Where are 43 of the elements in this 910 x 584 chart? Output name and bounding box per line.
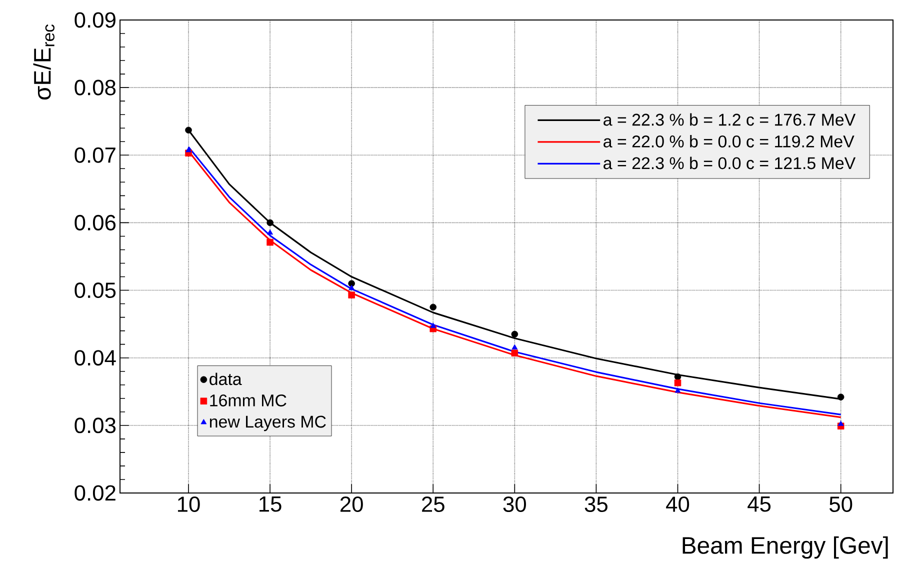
point: [186, 147, 192, 152]
y-tick-label: 0.05: [74, 282, 116, 298]
point: [674, 379, 682, 386]
x-tick-label: 20: [340, 496, 363, 512]
point: [511, 330, 518, 338]
x-tick-label: 50: [830, 496, 852, 512]
point: [430, 322, 436, 328]
legend-label: a = 22.0 % b = 0.0 c = 119.2 MeV: [604, 135, 854, 148]
point: [348, 292, 355, 298]
point: [348, 280, 355, 287]
point: [511, 350, 518, 356]
legend-label: a = 22.3 % b = 0.0 c = 121.5 MeV: [604, 156, 856, 170]
y-tick-label: 0.09: [74, 12, 116, 28]
point: [674, 388, 681, 393]
point: [267, 229, 274, 235]
x-tick-label: 10: [178, 496, 200, 512]
point: [674, 373, 682, 380]
x-tick-label: 25: [422, 496, 444, 512]
legend-label: a = 22.3 % b = 1.2 c = 176.7 MeV: [604, 113, 856, 126]
point: [266, 238, 274, 246]
y-tick-label: 0.06: [74, 214, 116, 230]
x-axis-title: Beam Energy [Gev]: [682, 536, 888, 559]
y-tick-label: 0.07: [74, 147, 116, 163]
point: [348, 284, 355, 290]
x-tick-label: 30: [503, 496, 526, 512]
legend-label: data: [210, 372, 242, 386]
point: [838, 420, 844, 426]
legend-label: 16mm MC: [210, 394, 286, 406]
y-tick-label: 0.03: [74, 418, 116, 434]
legend-label: new Layers MC: [210, 416, 326, 432]
point: [266, 219, 274, 226]
x-tick-label: 35: [584, 496, 608, 512]
y-tick-label: 0.04: [74, 350, 116, 366]
point: [430, 304, 437, 311]
point: [512, 344, 518, 350]
x-tick-label: 45: [748, 496, 771, 512]
x-tick-label: 15: [260, 496, 282, 512]
y-axis-title: σE/E$_{rec}$: [33, 24, 54, 100]
point: [185, 126, 192, 134]
y-tick-label: 0.08: [74, 80, 116, 96]
y-tick-label: 0.02: [74, 485, 116, 501]
x-tick-label: 40: [666, 496, 690, 512]
point: [837, 394, 844, 400]
